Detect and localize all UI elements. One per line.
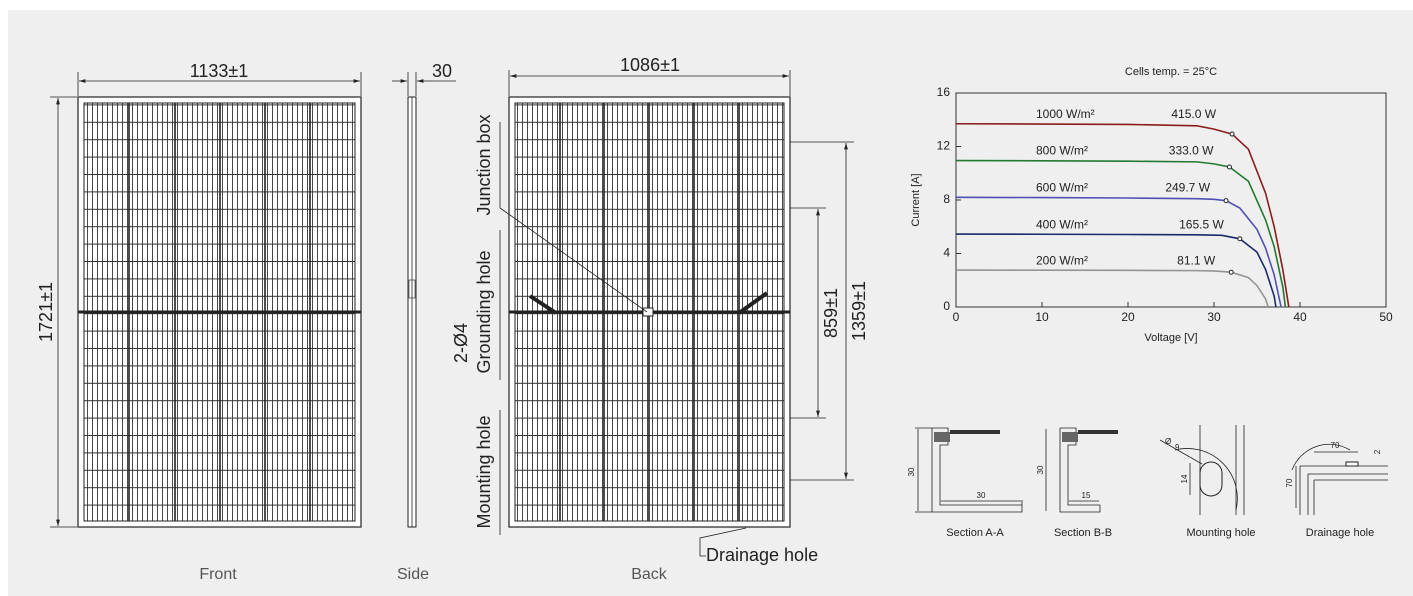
side-thickness: 30 — [432, 61, 452, 81]
front-width: 1133±1 — [190, 61, 249, 81]
section-dim: 9 — [1175, 443, 1180, 452]
mpp-point — [1226, 164, 1232, 170]
power-label: 81.1 W — [1177, 253, 1216, 267]
mounting-hole-detail — [1159, 425, 1245, 515]
power-label: 415.0 W — [1171, 107, 1216, 121]
series-label: 1000 W/m² — [1036, 107, 1095, 121]
x-tick-label: 0 — [953, 310, 960, 324]
mpp-point — [1229, 131, 1235, 137]
mpp-point — [1237, 236, 1243, 242]
series-label: 400 W/m² — [1036, 217, 1088, 231]
iv-chart: Cells temp. = 25°C Voltage [V] Current [… — [910, 66, 1393, 344]
view-label: Back — [631, 566, 668, 583]
section-dim: 30 — [907, 467, 916, 476]
section-label: Section A-A — [946, 527, 1004, 539]
junction-box-label: Junction box — [474, 114, 494, 215]
section-dim: Ø — [1165, 437, 1171, 446]
back-view — [499, 70, 854, 557]
section-a — [915, 427, 1023, 513]
section-dim: 30 — [1036, 465, 1045, 474]
chart-title: Cells temp. = 25°C — [1125, 66, 1217, 78]
section-dim: 30 — [977, 491, 986, 500]
y-tick-label: 12 — [937, 139, 951, 153]
grounding-count: 2-Ø4 — [451, 323, 471, 363]
curve — [955, 233, 1277, 308]
x-tick-label: 10 — [1035, 310, 1049, 324]
y-axis-label: Current [A] — [910, 173, 922, 226]
x-axis-label: Voltage [V] — [1144, 332, 1197, 344]
power-label: 165.5 W — [1179, 217, 1224, 231]
x-tick-label: 30 — [1207, 310, 1221, 324]
section-dim: 14 — [1180, 474, 1189, 483]
mpp-point — [1223, 198, 1229, 204]
back-width: 1086±1 — [620, 55, 680, 75]
y-tick-label: 0 — [943, 299, 950, 313]
series-label: 200 W/m² — [1036, 253, 1088, 267]
section-dim: 15 — [1082, 491, 1091, 500]
section-dim: 2 — [1373, 449, 1382, 454]
inner-pitch: 859±1 — [821, 288, 841, 338]
drainage-hole-detail — [1291, 443, 1388, 515]
x-tick-label: 50 — [1379, 310, 1393, 324]
y-tick-label: 8 — [943, 192, 950, 206]
view-label: Side — [397, 566, 429, 583]
series-label: 800 W/m² — [1036, 144, 1088, 158]
front-view — [50, 72, 362, 528]
drainage-hole-label: Drainage hole — [706, 545, 818, 565]
grounding-hole-label: Grounding hole — [474, 250, 494, 373]
section-dim: 70 — [1285, 478, 1294, 487]
mpp-point — [1228, 269, 1234, 275]
section-b — [1045, 427, 1118, 513]
mounting-hole-label: Mounting hole — [474, 415, 494, 528]
section-label: Mounting hole — [1186, 527, 1255, 539]
power-label: 333.0 W — [1169, 144, 1214, 158]
section-dim: 70 — [1331, 441, 1340, 450]
front-height: 1721±1 — [36, 282, 56, 342]
series-label: 600 W/m² — [1036, 180, 1088, 194]
x-tick-label: 40 — [1293, 310, 1307, 324]
outer-pitch: 1359±1 — [849, 281, 869, 341]
power-label: 249.7 W — [1165, 180, 1210, 194]
curve — [955, 269, 1269, 308]
section-label: Drainage hole — [1306, 527, 1375, 539]
y-tick-label: 16 — [937, 85, 951, 99]
side-view — [392, 72, 456, 528]
section-label: Section B-B — [1054, 527, 1112, 539]
y-tick-label: 4 — [943, 246, 950, 260]
view-label: Front — [199, 566, 237, 583]
x-tick-label: 20 — [1121, 310, 1135, 324]
